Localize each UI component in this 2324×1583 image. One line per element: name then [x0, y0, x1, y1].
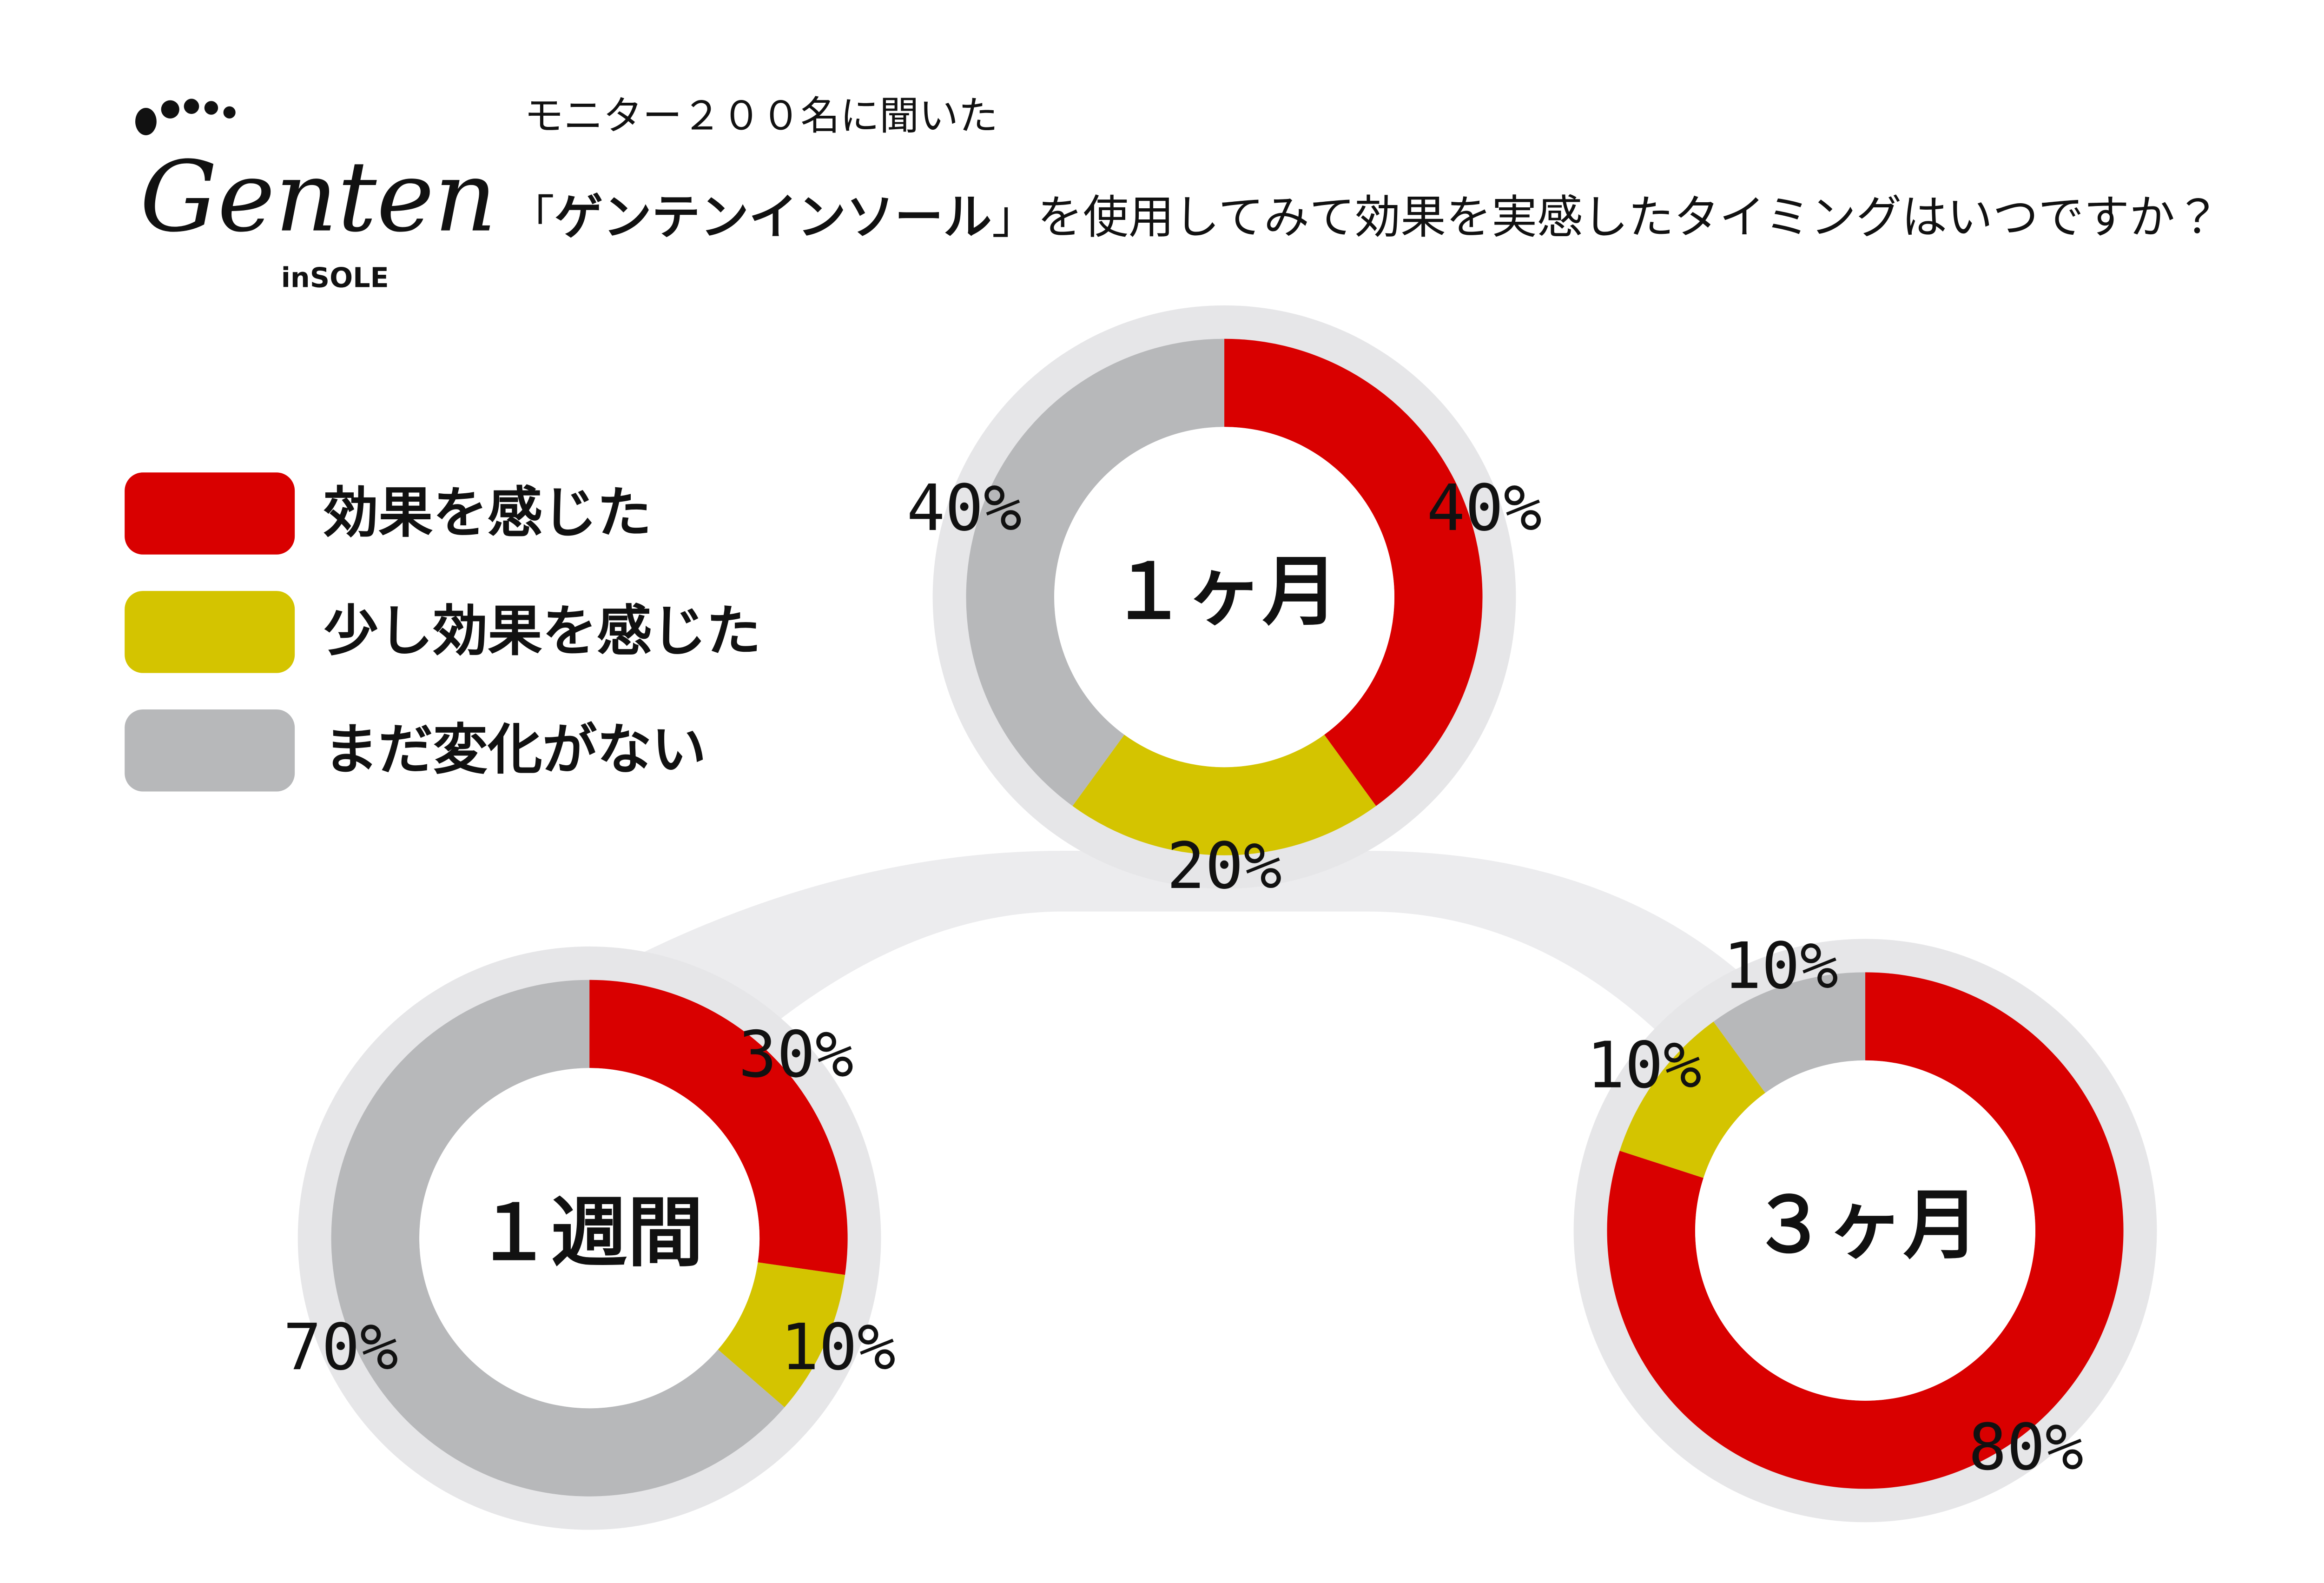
value-label: 40% [907, 471, 1022, 545]
title-open: 「 [509, 191, 555, 244]
legend-swatch [125, 591, 295, 673]
center-label: １週間 [475, 1188, 703, 1277]
donut-slice [331, 980, 785, 1497]
value-label: 70% [283, 1311, 398, 1384]
donut-slice [1224, 338, 1483, 806]
donut-hole [1054, 427, 1395, 768]
legend-label: まだ変化がない [324, 718, 706, 782]
donut-slice [966, 338, 1225, 806]
donut-slice [1713, 972, 1866, 1093]
donut-slice [589, 980, 848, 1275]
value-label: 40% [1427, 471, 1542, 545]
value-label: 10% [780, 1311, 896, 1384]
value-label: 30% [739, 1018, 854, 1092]
donut-slice [1072, 735, 1376, 855]
legend-label: 少し効果を感じた [324, 599, 761, 663]
logo-sub: inSOLE [281, 261, 389, 293]
logo-name: Genten [140, 141, 497, 254]
logo: Genten inSOLE [135, 99, 497, 293]
legend-swatch [125, 472, 295, 555]
donut-slice [1607, 972, 2124, 1489]
title-product: ゲンテンインソール [555, 189, 992, 245]
center-label: １ヶ月 [1110, 547, 1338, 636]
subtitle: モニター２００名に聞いた [524, 93, 998, 139]
value-label: 10% [1723, 929, 1838, 1003]
legend-swatch [125, 709, 295, 792]
donut-slice [1619, 1021, 1765, 1178]
donut-hole [1695, 1060, 2036, 1401]
donut-hole [419, 1068, 760, 1409]
value-label: 80% [1968, 1411, 2084, 1484]
donut-slice [718, 1262, 845, 1408]
value-label: 10% [1586, 1029, 1702, 1103]
legend-label: 効果を感じた [324, 481, 652, 544]
center-label: ３ヶ月 [1751, 1181, 1979, 1270]
title: 「ゲンテンインソール」を使用してみて効果を実感したタイミングはいつですか？ [509, 189, 2220, 245]
connector [456, 850, 1823, 1155]
title-rest: 」を使用してみて効果を実感したタイミングはいつですか？ [992, 191, 2220, 244]
value-label: 20% [1167, 829, 1282, 903]
